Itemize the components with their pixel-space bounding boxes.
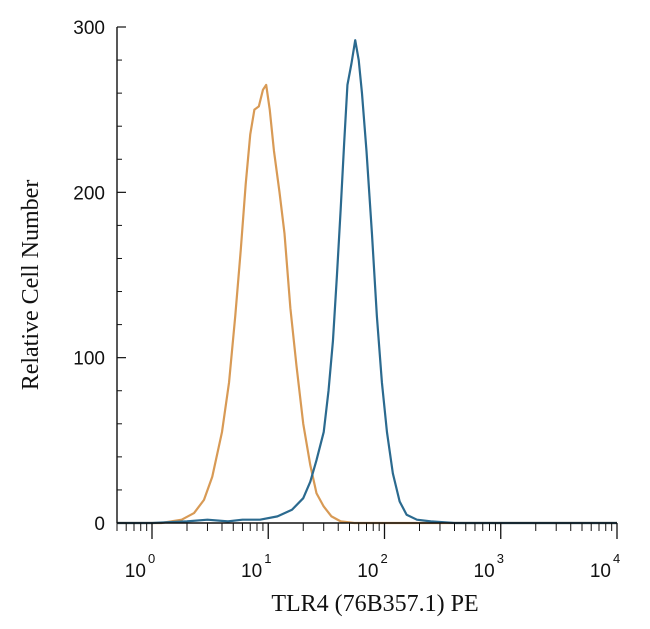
y-tick-label: 200 [73,183,105,204]
y-tick-label: 100 [73,349,105,370]
x-tick-label: 100 [125,551,155,582]
histogram-series-2 [117,39,617,525]
x-tick-label: 101 [241,551,271,582]
x-tick-label: 104 [590,551,620,582]
x-axis-title: TLR4 (76B357.1) PE [271,591,478,617]
x-tick-label: 102 [357,551,387,582]
y-tick-label: 300 [73,18,105,39]
y-axis-title: Relative Cell Number [18,180,44,391]
histogram-series-1 [117,83,617,525]
y-tick-label: 0 [94,514,105,535]
x-tick-label: 103 [474,551,504,582]
